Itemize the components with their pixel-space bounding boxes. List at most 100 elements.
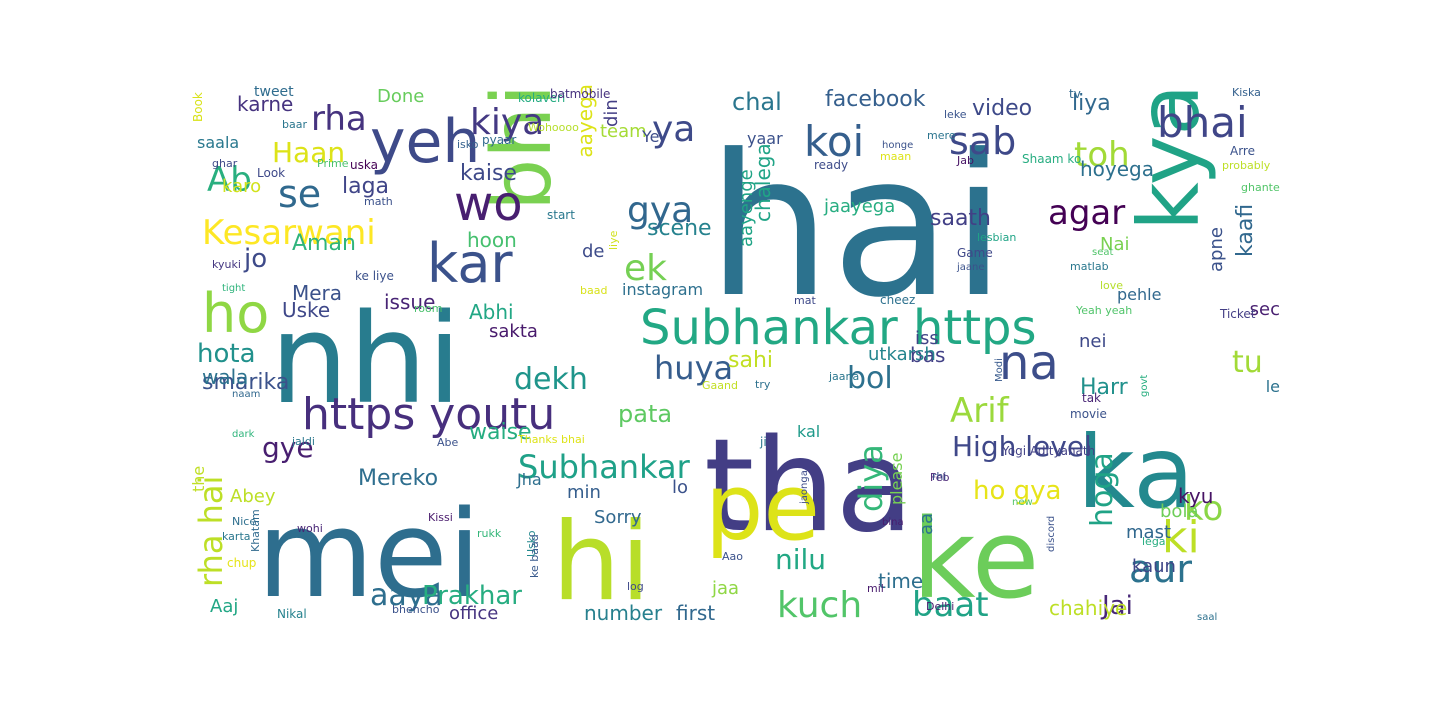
word-nilu: nilu <box>775 543 826 576</box>
word-thanks-bhai: Thanks bhai <box>517 433 585 446</box>
word-karo: karo <box>222 176 261 197</box>
word-ji: ji <box>759 435 767 449</box>
word-wohoooo: Wohoooo <box>528 121 579 134</box>
word-gaand: Gaand <box>702 379 738 392</box>
word-ke: ke <box>912 495 1039 623</box>
word-kissi: Kissi <box>428 511 453 524</box>
word-karta: karta <box>222 530 251 543</box>
word-aayenge: aayenge <box>736 169 757 247</box>
word-aao: Aao <box>722 550 743 563</box>
word-min: min <box>567 482 601 503</box>
word-pe: pe <box>705 454 820 561</box>
word-wohi: wohi <box>297 522 323 535</box>
word-jo: jo <box>243 244 267 274</box>
word-rukk: rukk <box>477 527 502 540</box>
word-nei: nei <box>1079 331 1106 352</box>
word-ko: ko <box>1184 489 1223 529</box>
word-hota: hota <box>197 339 256 369</box>
word-start: start <box>547 208 575 222</box>
word-ke-liye: ke liye <box>355 269 394 283</box>
word-the: the <box>192 466 208 492</box>
word-matlab: matlab <box>1070 260 1109 273</box>
word-kolaveri: kolaveri <box>518 91 565 105</box>
word-gye: gye <box>262 431 314 464</box>
word-liya: liya <box>1072 91 1111 116</box>
word-wo: wo <box>454 176 523 232</box>
word-mere: mere <box>927 129 956 142</box>
word-nice: Nice <box>232 515 256 528</box>
word-arif: Arif <box>950 391 1010 431</box>
word-leke: leke <box>944 108 967 121</box>
word-chal: chal <box>732 88 782 116</box>
word-uska: uska <box>350 158 378 172</box>
word-ready: ready <box>814 158 848 172</box>
word-book: Book <box>192 92 205 122</box>
word-mil: mil <box>867 582 884 595</box>
word-chup: chup <box>227 556 256 570</box>
word-liye: liye <box>607 230 620 250</box>
word-jaa: jaa <box>711 578 739 599</box>
word-modi: Modi <box>994 358 1005 382</box>
word-kaun: kaun <box>1132 556 1176 577</box>
word-office: office <box>449 603 498 624</box>
word-team: team <box>600 121 647 142</box>
word-log: log <box>627 580 644 593</box>
word-tight: tight <box>222 283 245 294</box>
word-jai: Jai <box>1100 591 1133 621</box>
word-mast: mast <box>1126 522 1171 543</box>
word-smarika: smarika <box>202 370 289 395</box>
word-baar: baar <box>282 118 307 131</box>
word-subhankar-https: Subhankar https <box>640 300 1037 356</box>
word-abhi: Abhi <box>469 300 514 324</box>
word-prime: Prime <box>317 157 349 170</box>
word-chalega: chalega <box>751 143 775 222</box>
word-bhai: bhai <box>1157 98 1248 147</box>
word-isko: isko <box>457 138 479 151</box>
word-prakhar: Prakhar <box>422 581 522 611</box>
word-game: Game <box>957 246 993 260</box>
word-arre: Arre <box>1230 144 1255 158</box>
word-kesarwani: Kesarwani <box>202 213 376 253</box>
word-tv: tv <box>1069 87 1081 101</box>
word-kyuki: kyuki <box>212 258 241 271</box>
word-aur: aur <box>1129 547 1192 591</box>
word-jab: Jab <box>956 154 974 167</box>
word-bola: bola <box>1160 501 1198 522</box>
word-kiska: Kiska <box>1232 86 1261 99</box>
word-rhi: rhi <box>932 470 946 483</box>
word-hoga: hoga <box>1085 452 1120 527</box>
word-high-level: High level <box>952 430 1092 463</box>
word-rha: rha <box>311 99 367 139</box>
word-number: number <box>584 601 663 625</box>
word-maan: maan <box>880 150 911 163</box>
word-sakta: sakta <box>489 321 538 342</box>
word-jaane: jaane <box>956 262 985 273</box>
word-wala: wala <box>202 365 248 389</box>
word-waise: waise <box>469 420 532 445</box>
word-issue: issue <box>384 290 435 314</box>
word-nhi: nhi <box>270 288 462 432</box>
word-sec: sec <box>1250 299 1280 320</box>
word-scene: scene <box>647 216 712 241</box>
word-nai: Nai <box>1100 234 1130 255</box>
word-pyaar: pyaar <box>482 133 516 147</box>
word-kaise: kaise <box>460 161 517 186</box>
word-ghante: ghante <box>1241 181 1280 194</box>
word-delhi: Delhi <box>926 600 954 613</box>
word-seat: seat <box>1092 247 1113 258</box>
word-hoon: hoon <box>467 228 517 252</box>
word-dekh: dekh <box>514 362 588 397</box>
word-new: new <box>1012 497 1033 508</box>
word-ghar: ghar <box>212 157 238 170</box>
word-baad: baad <box>580 284 607 297</box>
word-honge: honge <box>882 140 913 151</box>
word-de: de <box>582 241 605 262</box>
word-video: video <box>972 96 1032 121</box>
word-feb: Feb <box>930 471 949 484</box>
word-ho-gya: ho gya <box>973 476 1061 506</box>
word-shaam-ko: Shaam ko <box>1022 152 1081 166</box>
word-yeah-yeah: Yeah yeah <box>1075 304 1132 317</box>
word-love: love <box>1100 279 1123 292</box>
word-try: try <box>755 378 771 391</box>
